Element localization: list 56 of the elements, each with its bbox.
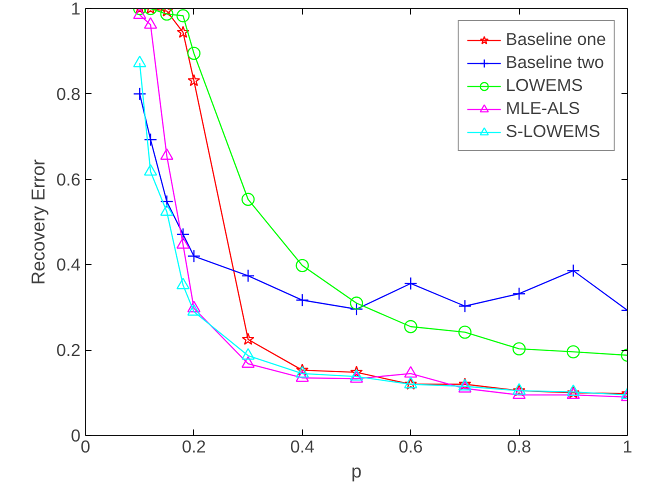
- point: [296, 366, 309, 378]
- legend-label: Baseline two: [506, 52, 604, 73]
- point: [144, 164, 158, 176]
- point: [404, 366, 418, 378]
- y-tick-label: 1: [70, 0, 81, 18]
- x-tick-label: 1: [622, 436, 632, 456]
- point: [242, 192, 255, 206]
- point: [296, 364, 309, 376]
- y-tick-label: 0.6: [56, 169, 81, 190]
- point: [133, 87, 146, 100]
- legend-label: Baseline one: [506, 29, 606, 50]
- legend-label: LOWEMS: [506, 75, 583, 96]
- point: [242, 269, 255, 282]
- x-axis-title: p: [351, 460, 362, 482]
- point: [160, 8, 174, 21]
- x-tick-label: 0.2: [182, 436, 206, 456]
- point: [458, 300, 472, 313]
- point: [242, 356, 255, 368]
- point: [176, 278, 190, 290]
- x-tick-label: 0.8: [507, 436, 532, 456]
- point: [242, 348, 255, 360]
- point: [404, 276, 418, 290]
- y-tick-label: 0.4: [56, 254, 81, 275]
- point: [296, 370, 309, 382]
- point: [187, 46, 200, 60]
- point: [242, 332, 254, 345]
- point: [187, 304, 200, 316]
- y-axis-title: Recovery Error: [27, 159, 48, 285]
- point: [512, 287, 526, 300]
- point: [512, 387, 526, 399]
- point: [566, 264, 580, 278]
- point: [350, 302, 364, 316]
- point: [404, 320, 418, 334]
- point: [566, 345, 580, 358]
- point: [176, 237, 190, 249]
- point: [187, 300, 200, 312]
- point: [160, 194, 174, 208]
- x-tick-label: 0.4: [290, 436, 315, 456]
- point: [350, 296, 364, 310]
- point: [296, 258, 309, 272]
- y-tick-label: 0.2: [56, 340, 81, 360]
- point: [512, 342, 526, 356]
- x-tick-label: 0.6: [398, 436, 423, 456]
- legend-label: MLE-ALS: [506, 98, 580, 119]
- point: [296, 294, 309, 307]
- point: [176, 26, 190, 38]
- point: [187, 250, 200, 263]
- point: [458, 381, 472, 393]
- point: [176, 228, 190, 241]
- point: [176, 9, 190, 22]
- point: [188, 74, 200, 86]
- y-tick-label: 0.8: [56, 84, 81, 104]
- point: [144, 132, 158, 146]
- point: [458, 326, 472, 339]
- legend-label: S-LOWEMS: [506, 121, 600, 142]
- point: [160, 204, 174, 216]
